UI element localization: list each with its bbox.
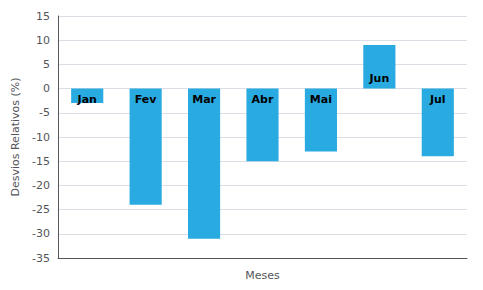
svg-text:10: 10 (36, 34, 50, 47)
svg-text:-35: -35 (32, 252, 50, 265)
svg-text:-20: -20 (32, 179, 50, 192)
svg-text:0: 0 (43, 82, 50, 95)
svg-text:Jan: Jan (77, 93, 97, 106)
svg-text:Mai: Mai (310, 93, 332, 106)
svg-text:15: 15 (36, 10, 50, 23)
svg-text:Desvios Relativos (%): Desvios Relativos (%) (9, 77, 22, 196)
svg-text:Fev: Fev (135, 93, 158, 106)
svg-text:-10: -10 (32, 131, 50, 144)
svg-text:-5: -5 (39, 106, 50, 119)
svg-text:Meses: Meses (245, 269, 280, 282)
svg-text:Abr: Abr (252, 93, 274, 106)
svg-text:Mar: Mar (192, 93, 216, 106)
svg-text:-15: -15 (32, 155, 50, 168)
svg-text:Jun: Jun (368, 72, 389, 85)
svg-text:Jul: Jul (429, 93, 446, 106)
svg-text:-30: -30 (32, 227, 50, 240)
svg-text:5: 5 (43, 58, 50, 71)
svg-text:-25: -25 (32, 203, 50, 216)
